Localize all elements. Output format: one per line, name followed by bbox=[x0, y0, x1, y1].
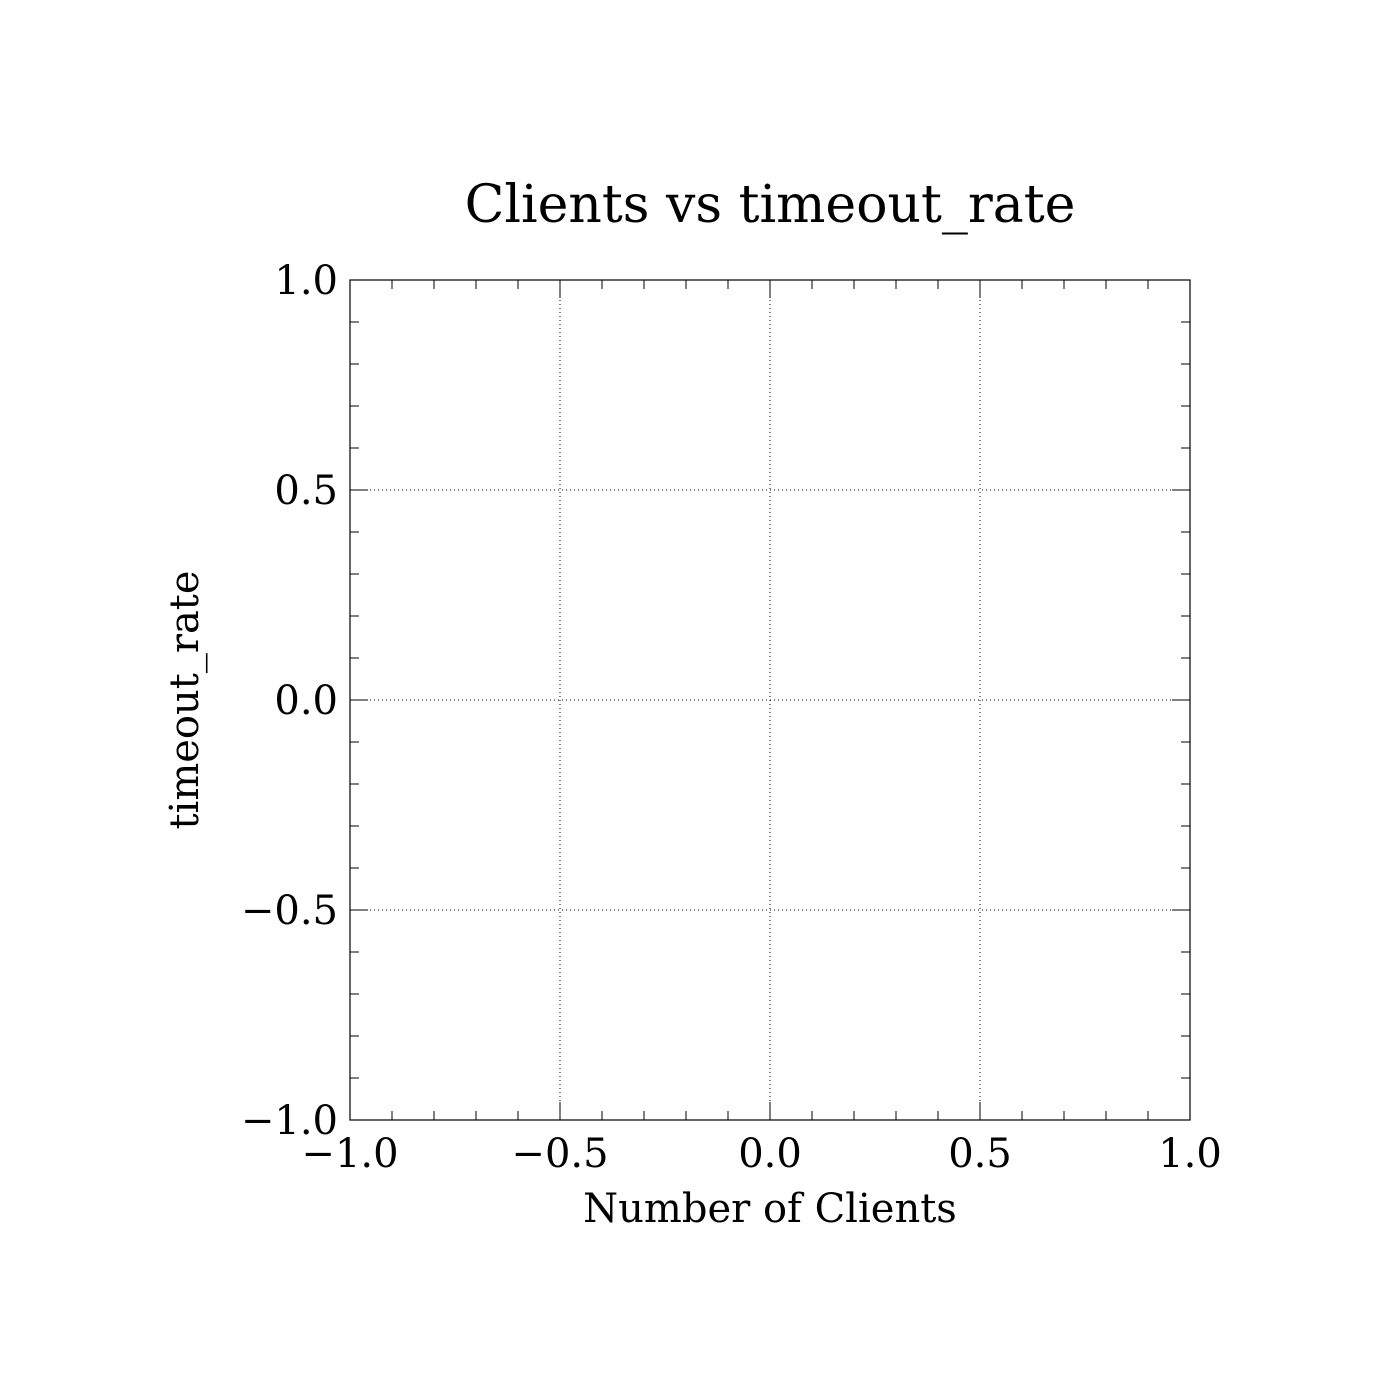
y-tick-label-3: 0.5 bbox=[274, 468, 338, 514]
y-tick-label-0: −1.0 bbox=[241, 1098, 338, 1144]
x-axis-label: Number of Clients bbox=[583, 1186, 957, 1232]
x-tick-labels: −1.0 −0.5 0.0 0.5 1.0 bbox=[301, 1131, 1221, 1177]
y-tick-label-4: 1.0 bbox=[274, 258, 338, 304]
y-tick-label-1: −0.5 bbox=[241, 888, 338, 934]
grid-lines bbox=[350, 280, 1190, 1120]
y-tick-labels: −1.0 −0.5 0.0 0.5 1.0 bbox=[241, 258, 338, 1144]
x-tick-label-3: 0.5 bbox=[948, 1131, 1012, 1177]
x-tick-label-1: −0.5 bbox=[511, 1131, 608, 1177]
x-tick-label-4: 1.0 bbox=[1158, 1131, 1222, 1177]
x-tick-label-0: −1.0 bbox=[301, 1131, 398, 1177]
chart-title: Clients vs timeout_rate bbox=[465, 175, 1076, 235]
y-axis-label: timeout_rate bbox=[162, 570, 208, 829]
y-tick-label-2: 0.0 bbox=[274, 678, 338, 724]
plot-frame bbox=[349, 279, 1191, 1121]
x-tick-label-2: 0.0 bbox=[738, 1131, 802, 1177]
